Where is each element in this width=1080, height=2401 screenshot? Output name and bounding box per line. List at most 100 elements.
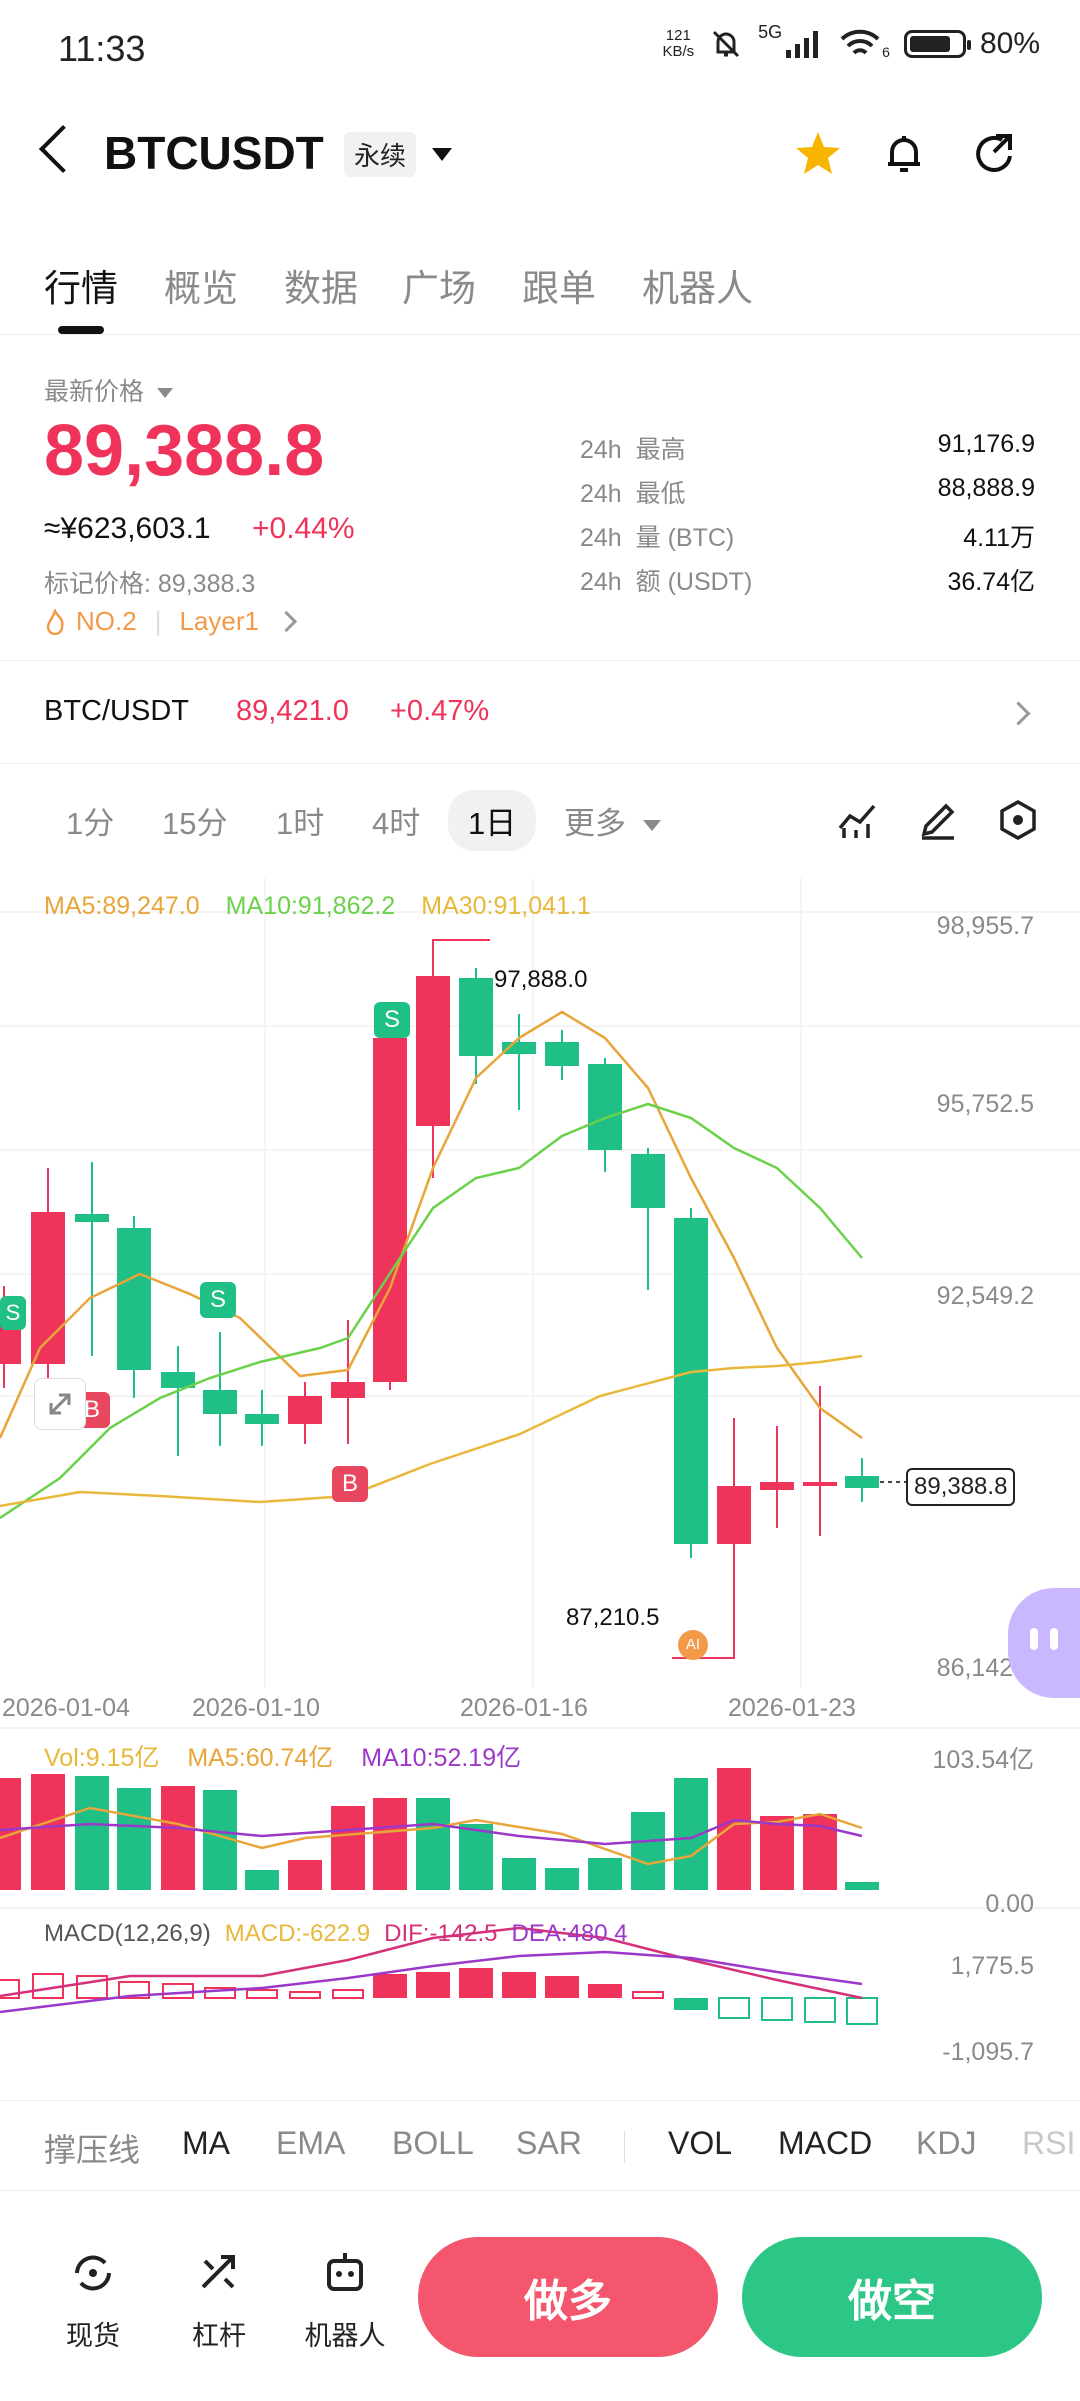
macd-bar	[118, 1981, 150, 1999]
candle-body	[803, 1482, 837, 1486]
caret-down-icon	[642, 820, 661, 832]
macd-bar	[846, 1997, 878, 2025]
ma30-line	[0, 1354, 863, 1508]
contract-tag[interactable]: 永续	[344, 132, 417, 177]
price-summary: 最新价格 89,388.8 ≈¥623,603.1 +0.44% 标记价格: 8…	[0, 360, 1080, 660]
sell-marker[interactable]: S	[0, 1296, 26, 1330]
indicator-ma[interactable]: MA	[182, 2125, 230, 2161]
tab-market[interactable]: 行情	[44, 268, 118, 309]
buy-marker[interactable]: B	[332, 1466, 368, 1502]
star-icon[interactable]	[790, 126, 846, 182]
interval-15m[interactable]: 15分	[162, 806, 228, 841]
candle-body	[717, 1486, 751, 1544]
volume-bar	[631, 1812, 665, 1890]
ma5-line	[0, 1010, 863, 1440]
caret-down-icon[interactable]	[432, 148, 452, 161]
leverage-icon	[201, 2255, 235, 2289]
chevron-right-icon[interactable]	[275, 610, 298, 633]
candle-body	[75, 1214, 109, 1222]
wifi-icon	[840, 29, 880, 55]
volume-bar	[331, 1806, 365, 1890]
ai-marker[interactable]: AI	[678, 1630, 708, 1660]
buy-marker[interactable]: B	[74, 1392, 110, 1428]
candle-body	[845, 1476, 879, 1488]
tab-square[interactable]: 广场	[402, 268, 476, 309]
sell-marker[interactable]: S	[374, 1002, 410, 1038]
macd-bar	[289, 1991, 321, 1999]
rank-tag[interactable]: NO.2	[76, 606, 137, 636]
pencil-icon[interactable]	[916, 798, 960, 842]
volume-bar	[75, 1776, 109, 1890]
settings-hexagon-icon[interactable]	[996, 798, 1040, 842]
spot-pair-name: BTC/USDT	[44, 695, 189, 727]
indicator-macd[interactable]: MACD	[778, 2125, 873, 2161]
chevron-right-icon[interactable]	[1006, 701, 1031, 726]
spot-pair-row[interactable]: BTC/USDT 89,421.0 +0.47%	[0, 660, 1080, 764]
net-speed-value: 121	[665, 27, 691, 44]
ma-legend: MA5:89,247.0 MA10:91,862.2 MA30:91,041.1	[44, 892, 591, 921]
tab-indicator	[58, 326, 104, 334]
bell-icon[interactable]	[876, 126, 932, 182]
indicator-vol[interactable]: VOL	[668, 2125, 733, 2161]
dea-value: DEA:480.4	[511, 1920, 628, 1947]
macd-bar	[76, 1975, 108, 1999]
stat-volume: 24h 量 (BTC) 4.11万	[580, 524, 1035, 552]
nav-bots[interactable]: 机器人	[290, 2247, 400, 2353]
indicator-kdj[interactable]: KDJ	[916, 2125, 977, 2161]
candle-body	[245, 1414, 279, 1424]
indicator-boll[interactable]: BOLL	[392, 2125, 474, 2161]
kline-svg[interactable]	[0, 878, 1080, 2068]
indicator-support-resistance[interactable]: 撑压线	[44, 2132, 141, 2168]
battery-icon	[903, 30, 971, 58]
indicator-sar[interactable]: SAR	[516, 2125, 582, 2161]
indicator-rsi[interactable]: RSI	[1022, 2125, 1076, 2161]
interval-1d[interactable]: 1日	[448, 790, 537, 851]
long-button[interactable]: 做多	[418, 2237, 718, 2357]
nav-spot[interactable]: 现货	[38, 2247, 148, 2353]
volume-bar	[717, 1768, 751, 1890]
indicator-chart-icon[interactable]	[836, 798, 880, 842]
share-icon[interactable]	[966, 126, 1022, 182]
volume-legend: Vol:9.15亿 MA5:60.74亿 MA10:52.19亿	[44, 1738, 521, 1774]
tags-row: NO.2 | Layer1	[44, 606, 298, 637]
volume-bar	[117, 1788, 151, 1890]
candle-body	[631, 1154, 665, 1208]
interval-1h[interactable]: 1时	[276, 806, 325, 841]
volume-bar	[245, 1870, 279, 1890]
interval-4h[interactable]: 4时	[372, 806, 421, 841]
kline-chart-area[interactable]: MA5:89,247.0 MA10:91,862.2 MA30:91,041.1…	[0, 878, 1080, 2066]
tab-bots[interactable]: 机器人	[642, 268, 753, 309]
interval-bar: 1分 15分 1时 4时 1日 更多	[0, 768, 1080, 878]
stat-turnover: 24h 额 (USDT) 36.74亿	[580, 568, 1035, 596]
sell-marker[interactable]: S	[200, 1282, 236, 1318]
tab-overview[interactable]: 概览	[164, 268, 238, 309]
last-price-label[interactable]: 最新价格	[44, 372, 173, 408]
candle-body	[117, 1228, 151, 1370]
dif-value: DIF:-142.5	[384, 1920, 498, 1947]
vol-label: Vol:9.15亿	[44, 1744, 160, 1772]
category-tag[interactable]: Layer1	[179, 606, 259, 636]
macd-bar	[246, 1989, 278, 1999]
back-icon[interactable]	[38, 124, 88, 174]
volume-bar	[31, 1774, 65, 1890]
net-speed: 121 KB/s	[662, 28, 694, 60]
expand-icon[interactable]	[34, 1378, 86, 1430]
tab-data[interactable]: 数据	[284, 268, 358, 309]
tab-copy-trading[interactable]: 跟单	[522, 268, 596, 309]
flame-icon	[46, 608, 64, 635]
symbol-title[interactable]: BTCUSDT	[104, 127, 324, 179]
interval-1m[interactable]: 1分	[66, 806, 115, 841]
cny-price: ≈¥623,603.1	[44, 512, 211, 545]
macd-bar	[502, 1972, 536, 1998]
macd-bar	[674, 1998, 708, 2010]
interval-more[interactable]: 更多	[564, 798, 661, 843]
spot-icon	[75, 2255, 111, 2291]
macd-bar	[204, 1987, 236, 1999]
indicator-ema[interactable]: EMA	[276, 2125, 346, 2161]
macd-bar	[545, 1976, 579, 1998]
ma10-label: MA10:91,862.2	[225, 892, 396, 920]
macd-bar	[162, 1983, 194, 1999]
assistant-bubble[interactable]	[1008, 1588, 1080, 1698]
short-button[interactable]: 做空	[742, 2237, 1042, 2357]
nav-margin[interactable]: 杠杆	[164, 2247, 274, 2353]
